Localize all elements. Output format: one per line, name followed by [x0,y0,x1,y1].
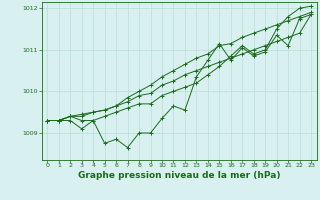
X-axis label: Graphe pression niveau de la mer (hPa): Graphe pression niveau de la mer (hPa) [78,171,280,180]
